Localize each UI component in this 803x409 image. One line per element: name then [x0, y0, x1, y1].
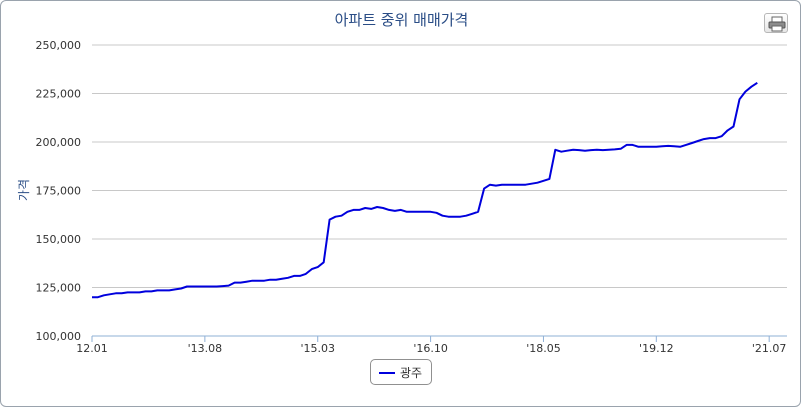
- y-tick-label: 100,000: [36, 330, 82, 343]
- x-tick-label: '15.03: [300, 342, 335, 355]
- legend-swatch: [379, 372, 395, 374]
- y-axis-label: 가격: [17, 179, 31, 201]
- y-tick-label: 225,000: [36, 88, 82, 101]
- y-axis-ticks: 100,000 125,000 150,000 175,000 200,000 225,0…: [36, 39, 82, 343]
- x-tick-label: '21.07: [752, 342, 787, 355]
- chart-title: 아파트 중위 매매가격: [334, 11, 469, 29]
- x-tick-label: '19.12: [639, 342, 674, 355]
- printer-icon: [768, 16, 786, 32]
- y-tick-label: 200,000: [36, 136, 82, 149]
- series-group: [92, 81, 758, 299]
- series-line-광주[interactable]: [92, 81, 758, 299]
- legend-label: 광주: [400, 366, 423, 380]
- x-tick-label: '16.10: [413, 342, 448, 355]
- legend[interactable]: 광주: [370, 359, 432, 385]
- x-tick-label: '18.05: [526, 342, 561, 355]
- print-button[interactable]: [764, 13, 788, 33]
- grid-lines: [92, 44, 787, 337]
- y-tick-label: 175,000: [36, 185, 82, 198]
- x-tick-label: '13.08: [188, 342, 223, 355]
- x-tick-label: 12.01: [76, 342, 108, 355]
- y-tick-label: 150,000: [36, 233, 82, 246]
- y-tick-label: 125,000: [36, 282, 82, 295]
- y-tick-label: 250,000: [36, 39, 82, 52]
- x-axis-ticks: 12.01 '13.08 '15.03 '16.10 '18.05 '19.12 '21.0…: [76, 336, 786, 355]
